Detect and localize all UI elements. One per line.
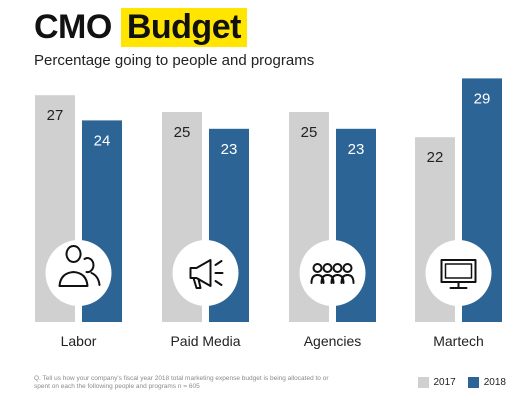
value-label-2018: 24 [94,132,111,149]
chart-subtitle: Percentage going to people and programs [34,52,315,69]
value-label-2018: 29 [474,90,491,107]
icon-circle [172,240,239,306]
legend-item-2018: 2018 [467,377,506,388]
icon-circle [425,240,492,306]
people-icon [45,240,112,306]
title-cmo: CMO [34,7,112,46]
megaphone-icon [172,240,239,306]
footnote: Q. Tell us how your company's fiscal yea… [34,375,329,390]
monitor-icon [425,240,492,306]
legend-swatch-2018 [467,377,479,388]
category-label: Martech [433,333,484,349]
category-label: Agencies [304,333,362,349]
chart-title: CMO Budget [34,6,247,48]
legend: 2017 2018 [406,377,506,388]
legend-swatch-2017 [417,377,429,388]
category-label: Labor [61,333,97,349]
value-label-2017: 27 [47,107,64,124]
value-label-2018: 23 [348,141,365,158]
value-label-2017: 22 [427,149,444,166]
legend-label-2018: 2018 [483,377,506,388]
category-label: Paid Media [170,333,240,349]
value-label-2018: 23 [221,141,238,158]
legend-item-2017: 2017 [417,377,456,388]
value-label-2017: 25 [301,124,318,141]
team-icon [299,240,366,306]
title-budget-highlight: Budget [120,7,247,47]
value-label-2017: 25 [174,124,191,141]
icon-circle [299,240,366,306]
legend-label-2017: 2017 [433,377,456,388]
bar-chart: 27 24 Labor 25 23 Paid Media 25 23 Agencies 22 29 M… [35,78,502,349]
